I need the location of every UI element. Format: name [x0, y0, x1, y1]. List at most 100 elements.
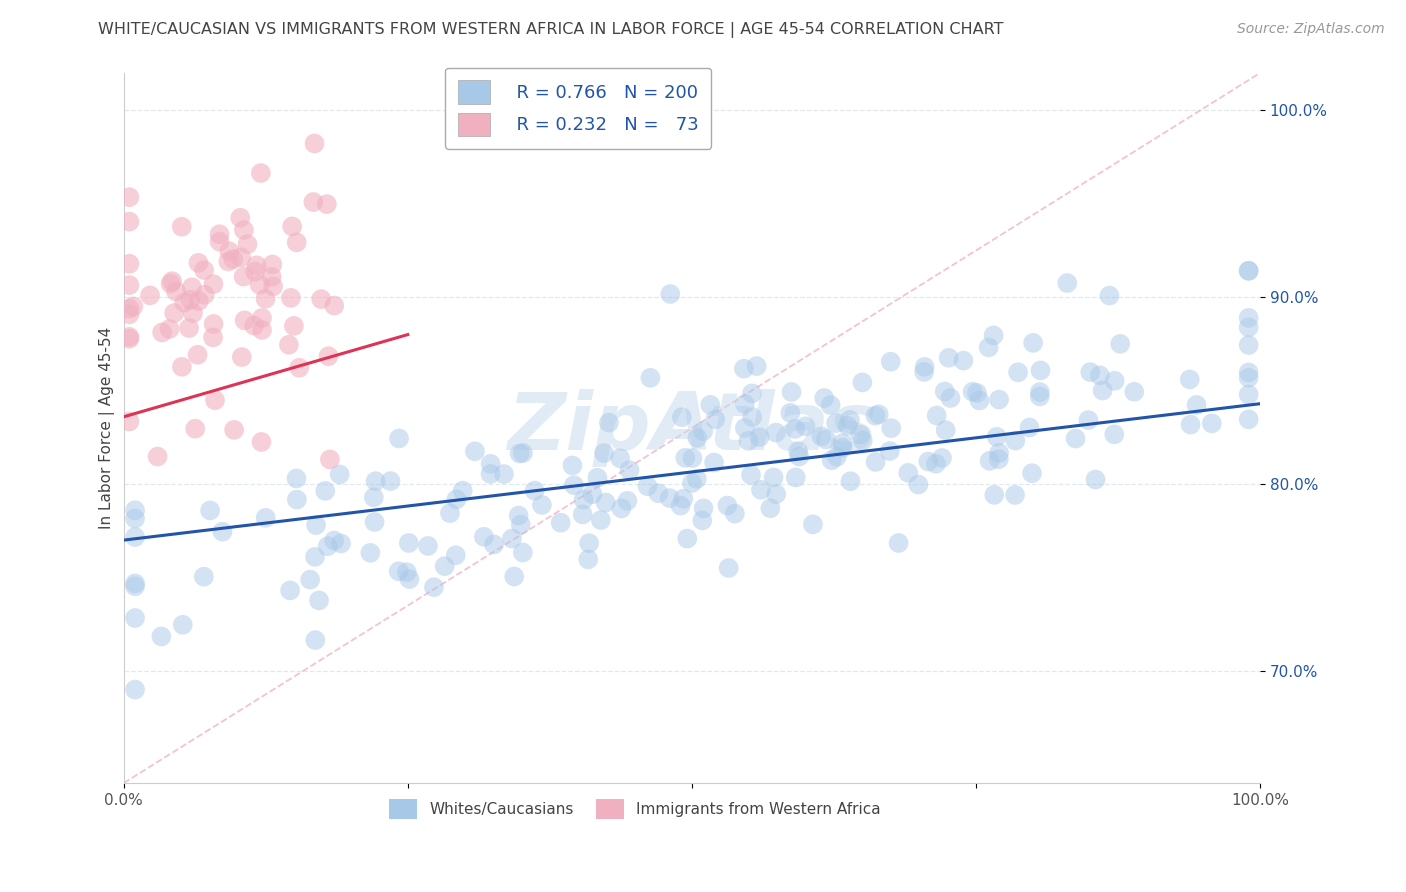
Point — [451, 483, 474, 498]
Point — [1109, 336, 1132, 351]
Point — [609, 451, 631, 466]
Point — [952, 353, 974, 368]
Point — [801, 517, 824, 532]
Point — [1029, 363, 1052, 377]
Point — [759, 501, 782, 516]
Point — [187, 256, 209, 270]
Text: WHITE/CAUCASIAN VS IMMIGRANTS FROM WESTERN AFRICA IN LABOR FORCE | AGE 45-54 COR: WHITE/CAUCASIAN VS IMMIGRANTS FROM WESTE… — [98, 22, 1004, 38]
Point — [193, 263, 215, 277]
Point — [260, 269, 283, 284]
Point — [222, 252, 245, 267]
Point — [482, 537, 505, 551]
Point — [509, 517, 531, 532]
Point — [1104, 374, 1126, 388]
Point — [740, 467, 762, 482]
Point — [765, 425, 787, 440]
Point — [262, 258, 284, 272]
Point — [280, 291, 302, 305]
Point — [124, 579, 146, 593]
Point — [676, 532, 699, 546]
Point — [118, 214, 141, 228]
Point — [359, 546, 381, 560]
Point — [388, 564, 411, 578]
Point — [217, 254, 239, 268]
Point — [934, 384, 956, 399]
Point — [172, 617, 194, 632]
Point — [503, 569, 526, 583]
Point — [589, 513, 612, 527]
Point — [380, 474, 402, 488]
Point — [243, 318, 266, 333]
Point — [363, 515, 385, 529]
Point — [479, 467, 502, 481]
Point — [724, 507, 747, 521]
Point — [315, 197, 337, 211]
Point — [669, 499, 692, 513]
Point — [987, 452, 1010, 467]
Point — [787, 450, 810, 464]
Point — [254, 510, 277, 524]
Point — [571, 508, 593, 522]
Point — [938, 351, 960, 365]
Point — [439, 506, 461, 520]
Point — [208, 235, 231, 249]
Point — [118, 307, 141, 321]
Point — [1237, 320, 1260, 334]
Point — [659, 287, 682, 301]
Point — [523, 483, 546, 498]
Point — [1004, 434, 1026, 448]
Point — [1056, 276, 1078, 290]
Point — [173, 295, 195, 310]
Point — [988, 446, 1011, 460]
Point — [165, 285, 187, 299]
Point — [1237, 338, 1260, 352]
Point — [897, 466, 920, 480]
Point — [170, 219, 193, 234]
Point — [250, 166, 273, 180]
Point — [815, 433, 838, 447]
Point — [202, 317, 225, 331]
Point — [686, 431, 709, 445]
Point — [672, 491, 695, 506]
Point — [224, 423, 246, 437]
Point — [388, 432, 411, 446]
Point — [150, 326, 173, 340]
Point — [330, 536, 353, 550]
Point — [703, 455, 725, 469]
Point — [202, 277, 225, 292]
Point — [1007, 365, 1029, 379]
Point — [122, 300, 145, 314]
Point — [692, 501, 714, 516]
Point — [472, 530, 495, 544]
Point — [925, 457, 948, 471]
Point — [983, 488, 1005, 502]
Point — [1088, 368, 1111, 383]
Point — [232, 269, 254, 284]
Point — [820, 453, 842, 467]
Point — [977, 340, 1000, 354]
Point — [304, 136, 326, 151]
Text: Source: ZipAtlas.com: Source: ZipAtlas.com — [1237, 22, 1385, 37]
Point — [838, 413, 860, 427]
Point — [304, 549, 326, 564]
Point — [323, 533, 346, 548]
Point — [416, 539, 439, 553]
Point — [124, 682, 146, 697]
Point — [673, 450, 696, 465]
Point — [181, 306, 204, 320]
Point — [308, 593, 330, 607]
Point — [737, 434, 759, 448]
Point — [246, 258, 269, 272]
Point — [1201, 417, 1223, 431]
Text: ZipAtlas: ZipAtlas — [508, 389, 877, 467]
Point — [250, 434, 273, 449]
Point — [917, 454, 939, 468]
Point — [314, 483, 336, 498]
Point — [1029, 389, 1052, 403]
Point — [681, 475, 703, 490]
Point — [288, 360, 311, 375]
Point — [285, 235, 308, 250]
Point — [159, 277, 181, 291]
Point — [1004, 488, 1026, 502]
Point — [578, 536, 600, 550]
